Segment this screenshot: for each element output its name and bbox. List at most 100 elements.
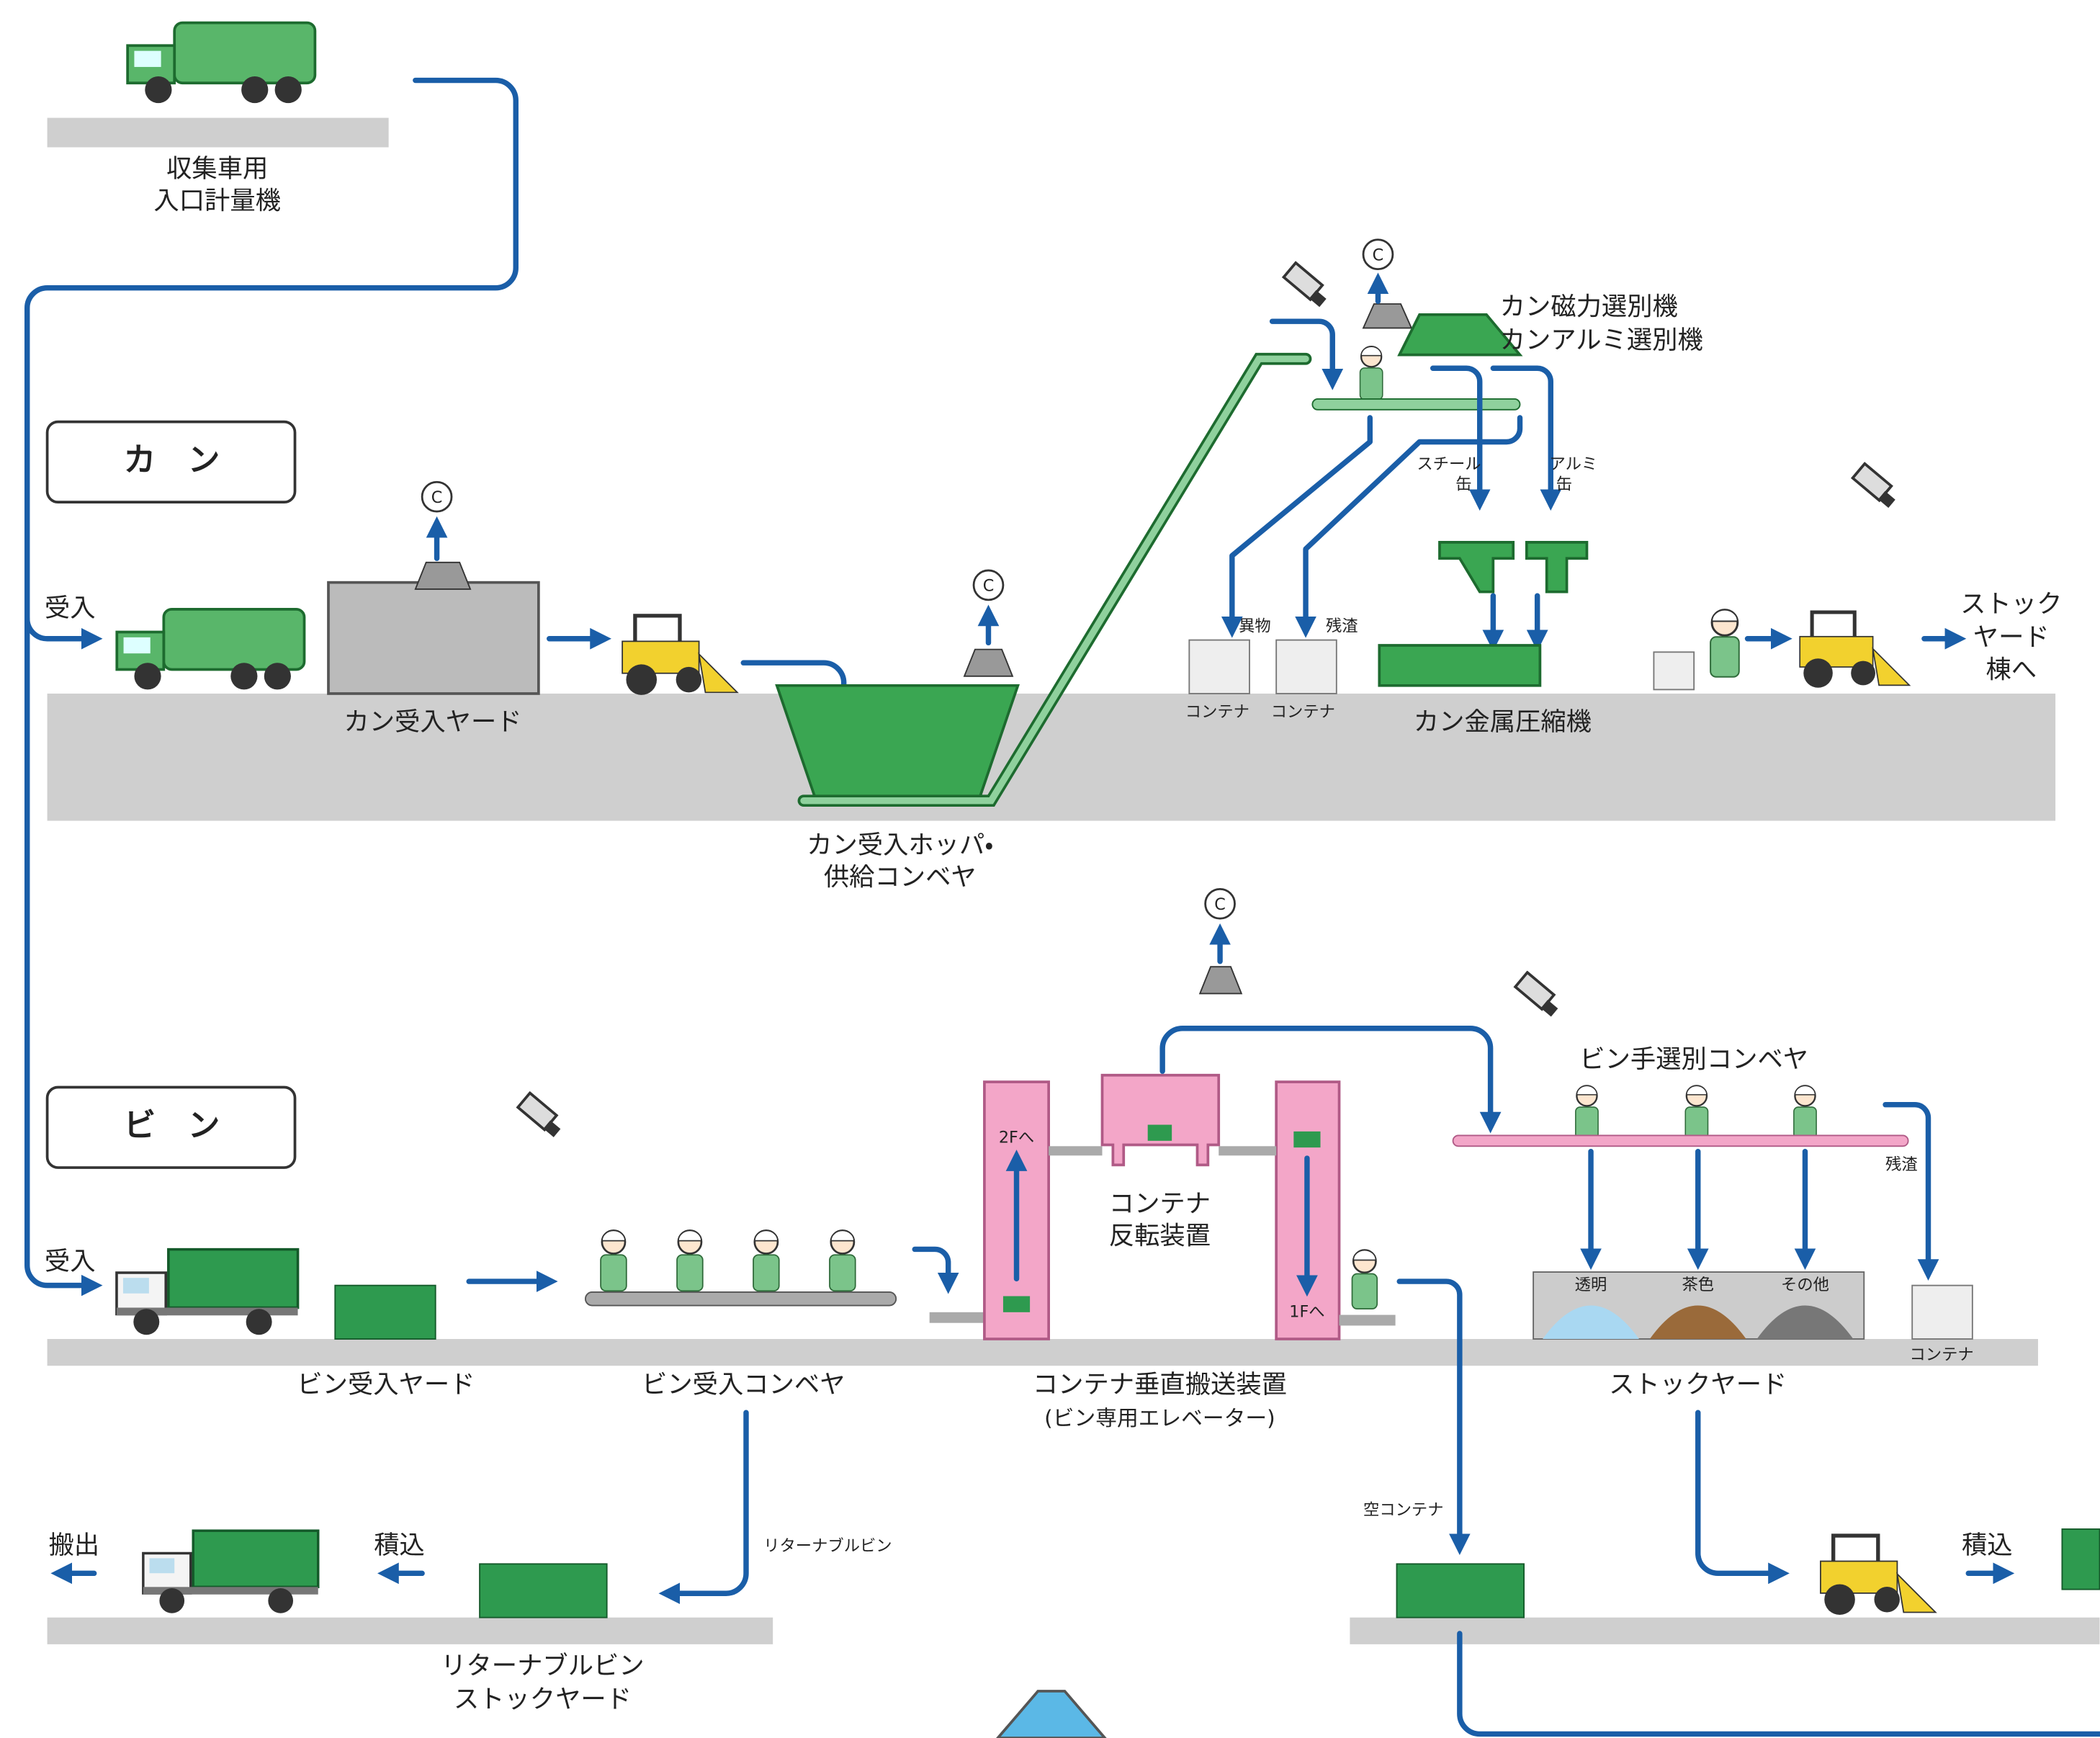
c-mark: C (1373, 246, 1384, 265)
bale (1653, 652, 1694, 689)
worker (1360, 346, 1383, 399)
label: 受入 (45, 1247, 96, 1276)
label: 受入 (45, 593, 96, 623)
label: 異物 (1239, 617, 1271, 636)
label: リターナブルビン (441, 1651, 644, 1680)
label: スチール (1417, 455, 1481, 474)
conveyor (585, 1292, 896, 1306)
flow-line (1493, 368, 1551, 502)
label: コンテナ (1109, 1189, 1211, 1219)
label: コンテナ (1910, 1345, 1974, 1364)
truck (117, 609, 304, 690)
label: コンテナ垂直搬送装置 (1033, 1370, 1287, 1399)
label: 透明 (1575, 1276, 1607, 1294)
bin-crates (480, 1564, 607, 1617)
flow-line (667, 1412, 746, 1593)
label: 缶 (1556, 475, 1572, 493)
label: 収集車用 (166, 154, 268, 184)
flow-line (915, 1249, 948, 1285)
forklift (1800, 612, 1909, 688)
yard (328, 583, 539, 694)
label: 反転装置 (1109, 1222, 1211, 1251)
flow-line (1232, 418, 1370, 630)
inverter (1103, 1075, 1219, 1165)
label: ビン手選別コンベヤ (1579, 1044, 1808, 1074)
camera (1283, 263, 1326, 307)
container (1912, 1286, 1973, 1339)
label: 茶色 (1682, 1276, 1714, 1294)
label: ビン受入コンベヤ (642, 1370, 845, 1399)
label: リターナブルビン (763, 1537, 892, 1556)
body: カ ン ビ ン 収集車用 入口計量機 受入 カン受入ヤード カン受入ホッパ・ 供… (0, 0, 2100, 1738)
worker (1794, 1085, 1816, 1138)
chute (1440, 542, 1513, 592)
label: その他 (1781, 1276, 1829, 1294)
section-label: カ ン (124, 441, 220, 478)
label: カン受入ホッパ・ (807, 830, 993, 860)
loader (1821, 1536, 1936, 1615)
conveyor (1453, 1135, 1908, 1146)
truck (117, 1250, 298, 1335)
worker (677, 1230, 703, 1291)
worker (601, 1230, 627, 1291)
worker (1685, 1085, 1708, 1138)
flow-line (1460, 1634, 2100, 1734)
crate (1003, 1296, 1030, 1312)
flow-line (1698, 1412, 1781, 1573)
worker (753, 1230, 779, 1291)
flow-line (1273, 321, 1333, 382)
label: 残渣 (1885, 1155, 1918, 1174)
label: 入口計量機 (153, 187, 281, 216)
label: カン磁力選別機 (1500, 292, 1678, 322)
c-mark: C (983, 577, 995, 596)
container (1189, 640, 1249, 694)
camera (1515, 972, 1558, 1016)
bin-crates (335, 1286, 435, 1339)
label: カンアルミ選別機 (1500, 326, 1703, 355)
compressor (1379, 645, 1540, 686)
dust-collector (964, 650, 1013, 676)
page: Recycling flow {"scale":{"lines":["収集車用"… (0, 0, 2100, 1738)
floor (48, 1618, 773, 1644)
label: ヤード (1973, 623, 2050, 653)
hopper (777, 686, 1018, 804)
label: ストックヤード (1609, 1370, 1787, 1399)
floor (48, 1339, 2038, 1366)
conveyor (1049, 1146, 1102, 1155)
c-mark: C (431, 488, 443, 507)
conveyor (1219, 1146, 1276, 1155)
dust-collector (416, 563, 470, 589)
mountain-logo (997, 1691, 1105, 1738)
label: 1Fへ (1289, 1302, 1324, 1321)
worker (1352, 1250, 1378, 1309)
label: ビン受入ヤード (297, 1370, 475, 1399)
label: 缶 (1455, 475, 1471, 493)
diagram: カ ン ビ ン 収集車用 入口計量機 受入 カン受入ヤード カン受入ホッパ・ 供… (0, 0, 2100, 1738)
label: 棟へ (1985, 655, 2037, 684)
truck (143, 1531, 318, 1613)
crate (1293, 1132, 1320, 1147)
conveyor (1312, 399, 1520, 410)
label: 残渣 (1326, 617, 1358, 636)
loader (622, 616, 737, 695)
label: 空コンテナ (1363, 1500, 1444, 1519)
dust-collector (1363, 304, 1412, 328)
c-mark: C (1214, 895, 1226, 914)
worker (830, 1230, 856, 1291)
label: 積込 (1962, 1531, 2013, 1560)
label: ストック (1960, 589, 2062, 619)
label: カン受入ヤード (344, 707, 521, 737)
label: (ビン専用エレベーター) (1044, 1406, 1275, 1431)
truck (127, 23, 315, 104)
label: カン金属圧縮機 (1414, 707, 1592, 737)
dust-collector (1200, 967, 1242, 993)
conveyor (930, 1312, 986, 1323)
label: 搬出 (48, 1531, 99, 1560)
conveyor (1340, 1315, 1396, 1326)
flow-line (1885, 1105, 1928, 1272)
camera (518, 1093, 560, 1137)
chute (1527, 542, 1587, 592)
label: 積込 (374, 1531, 425, 1560)
worker (1576, 1085, 1598, 1138)
flow-line (1306, 418, 1520, 630)
